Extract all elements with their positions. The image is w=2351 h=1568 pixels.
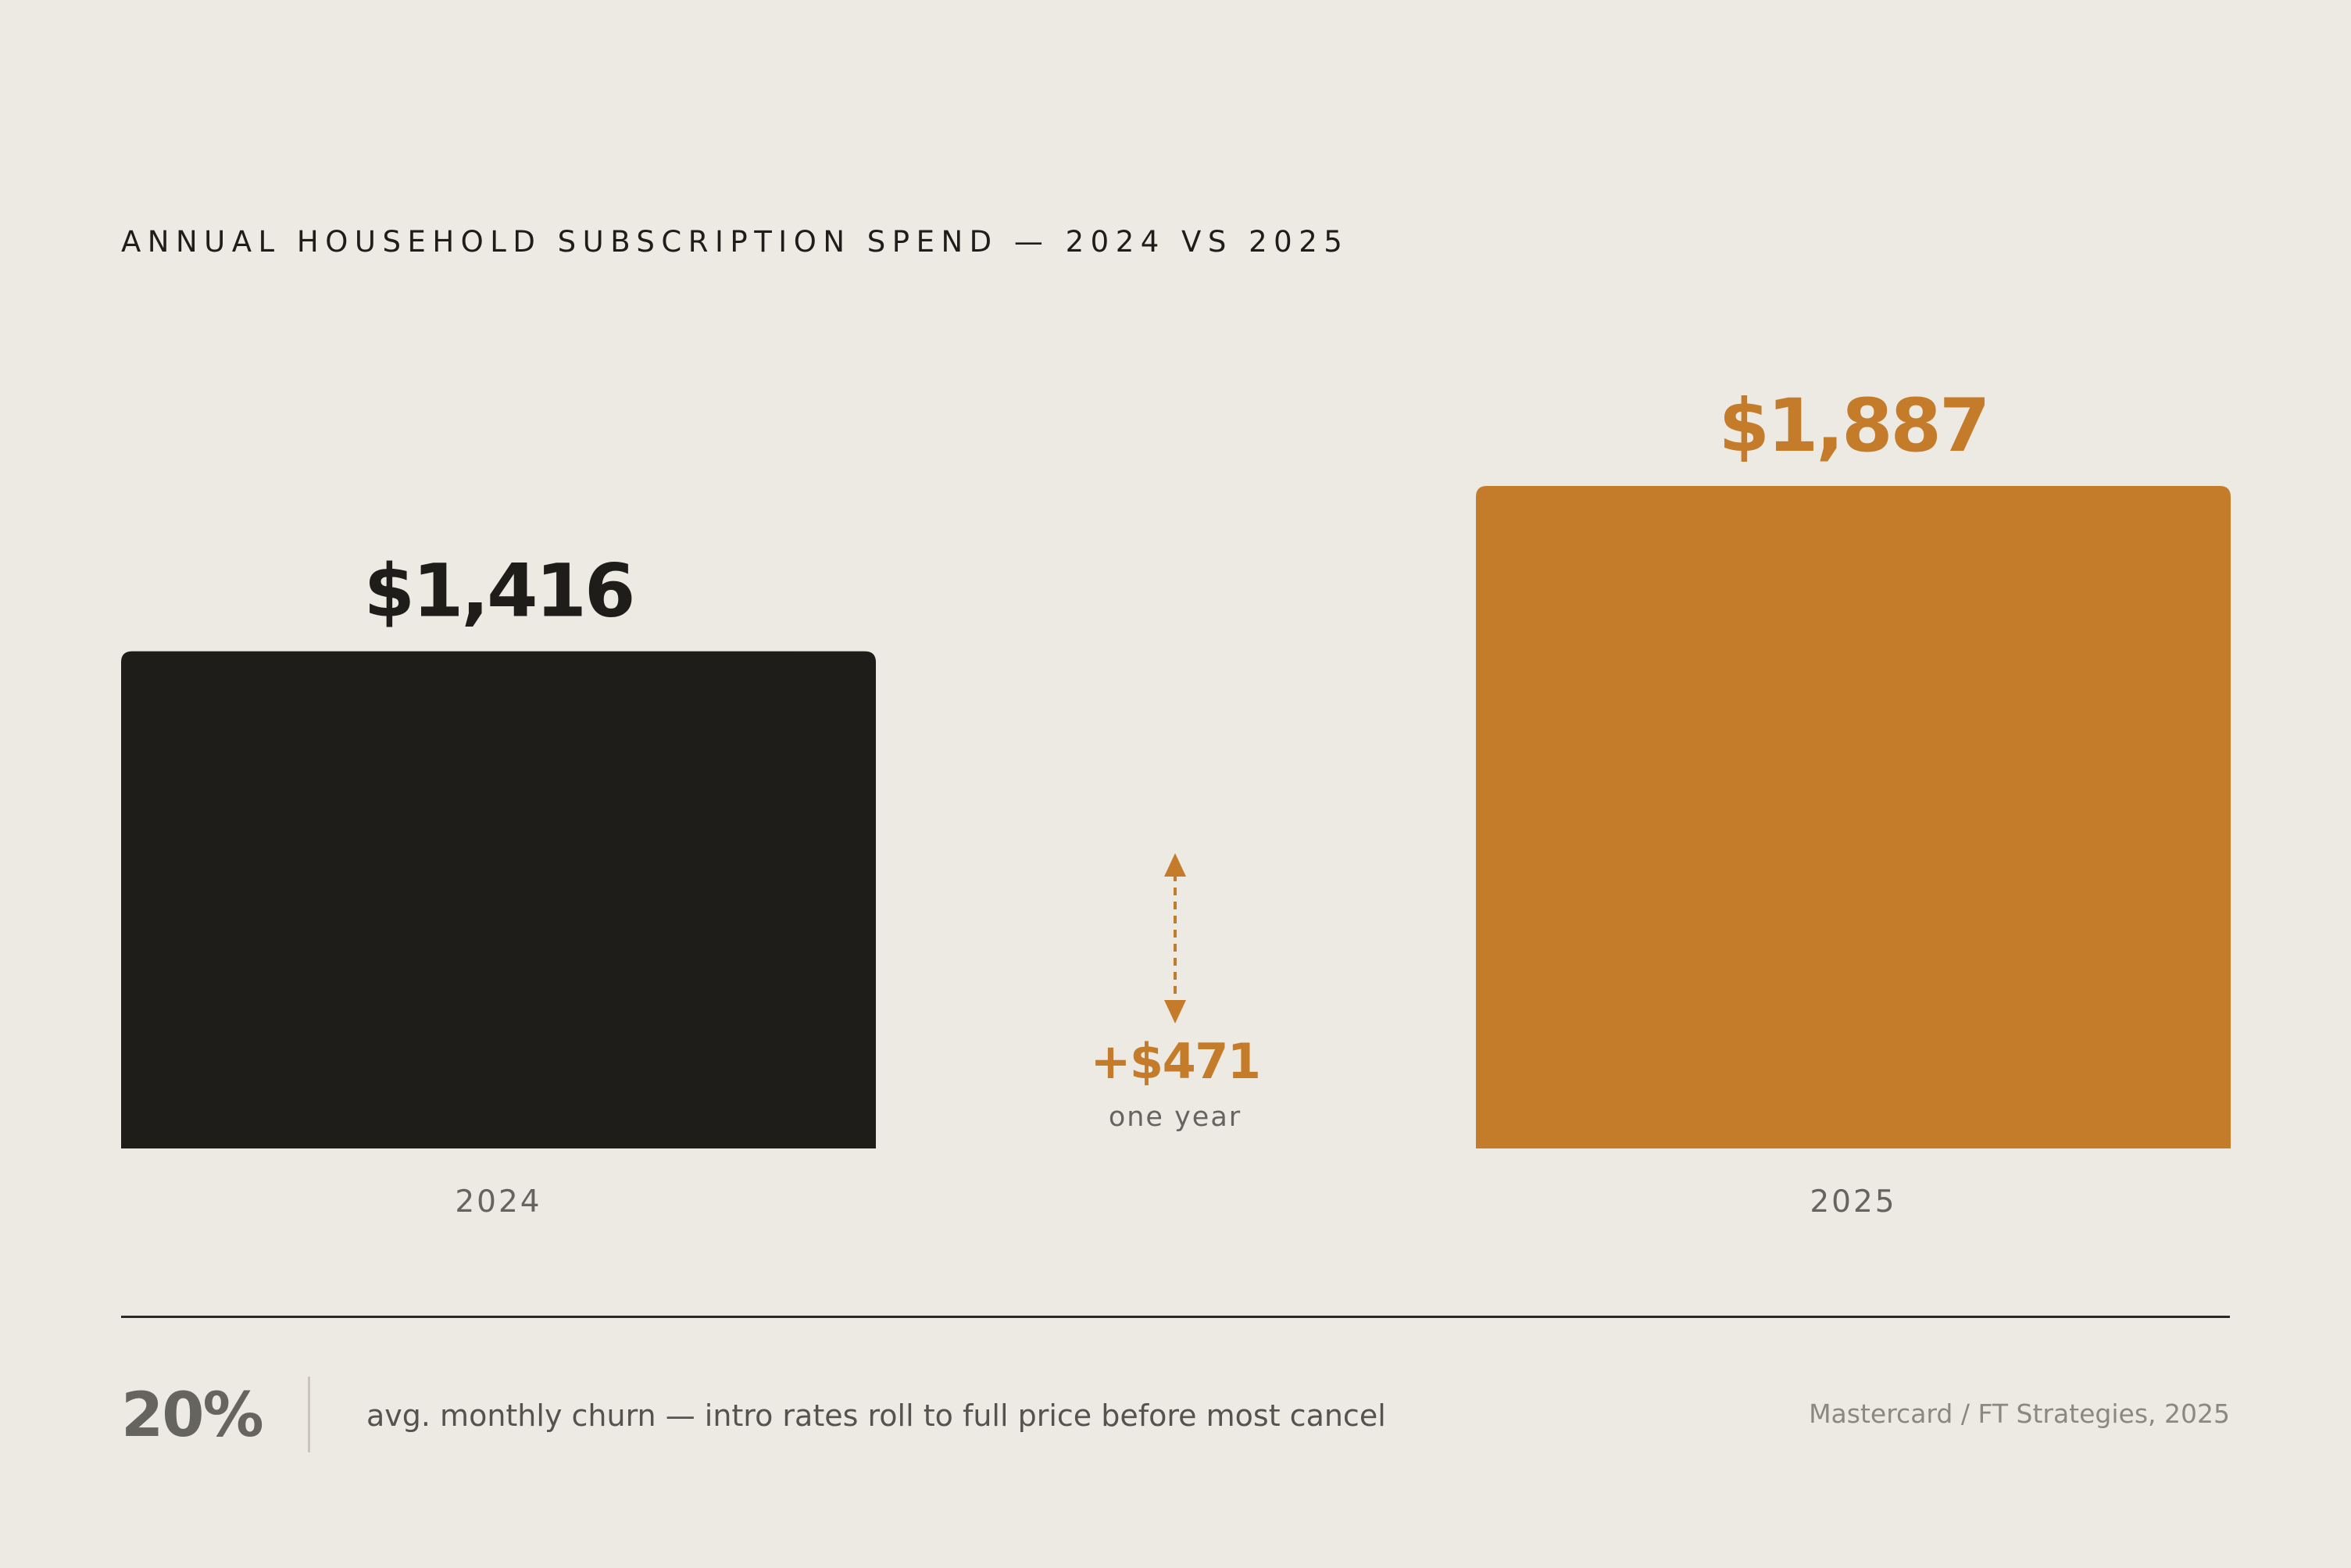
bar-2024 [121,651,876,1148]
footer-divider [121,1316,2230,1318]
arrow-down-icon [1164,1000,1186,1023]
category-label-2025: 2025 [1810,1184,1896,1220]
delta-label: +$471 [1090,1033,1259,1090]
arrow-up-icon [1164,853,1186,877]
category-label-2024: 2024 [455,1184,541,1220]
churn-stat: 20% [121,1380,264,1451]
delta-sublabel: one year [1109,1102,1242,1133]
churn-description: avg. monthly churn — intro rates roll to… [366,1398,1386,1433]
chart-title: ANNUAL HOUSEHOLD SUBSCRIPTION SPEND — 20… [121,225,1349,259]
source-note: Mastercard / FT Strategies, 2025 [1809,1398,2230,1429]
stat-divider [308,1377,310,1452]
bar-chart: $1,416 2024 $1,887 2025 +$471 one year [121,384,2231,1220]
bar-2025 [1476,486,2231,1148]
value-label-2024: $1,416 [364,549,634,634]
value-label-2025: $1,887 [1719,384,1988,469]
